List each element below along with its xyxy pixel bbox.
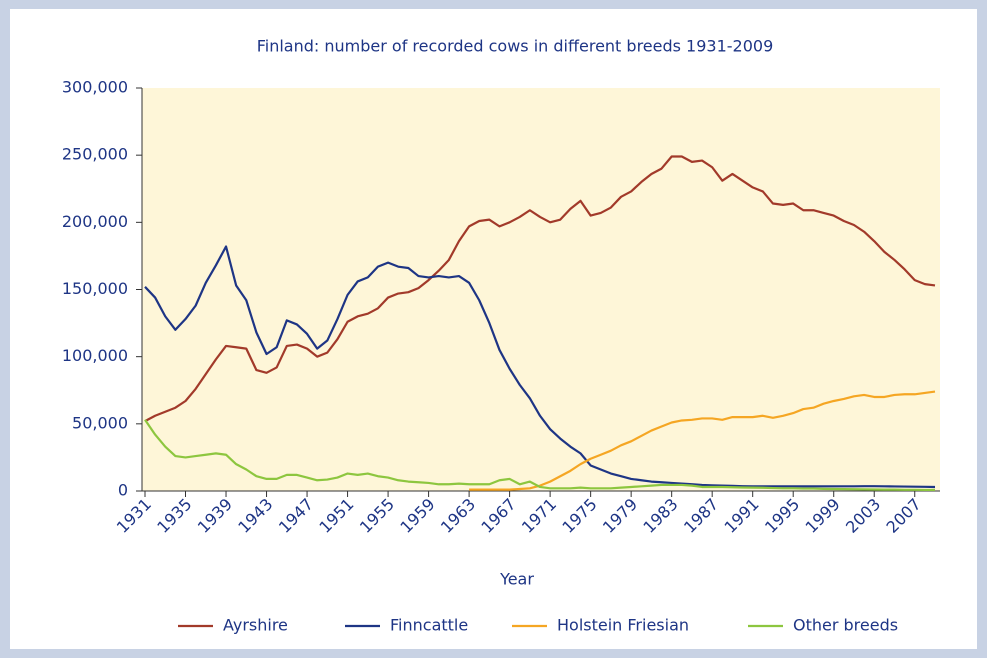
- x-axis-label: Year: [499, 570, 534, 589]
- chart-title: Finland: number of recorded cows in diff…: [257, 37, 774, 56]
- y-tick-label: 0: [118, 481, 128, 500]
- y-tick-label: 300,000: [62, 78, 128, 97]
- plot-area: [142, 88, 940, 491]
- series-line: [469, 390, 936, 491]
- y-tick-label: 150,000: [62, 279, 128, 298]
- legend-label: Other breeds: [793, 616, 898, 635]
- y-tick-label: 200,000: [62, 212, 128, 231]
- series-line: [144, 155, 936, 423]
- series-line: [144, 419, 935, 492]
- legend-label: Finncattle: [390, 616, 468, 635]
- legend-label: Ayrshire: [223, 616, 288, 635]
- y-tick-label: 100,000: [62, 346, 128, 365]
- y-tick-label: 50,000: [72, 413, 128, 432]
- y-tick-label: 250,000: [62, 145, 128, 164]
- legend-label: Holstein Friesian: [557, 616, 689, 635]
- series-line: [144, 245, 936, 489]
